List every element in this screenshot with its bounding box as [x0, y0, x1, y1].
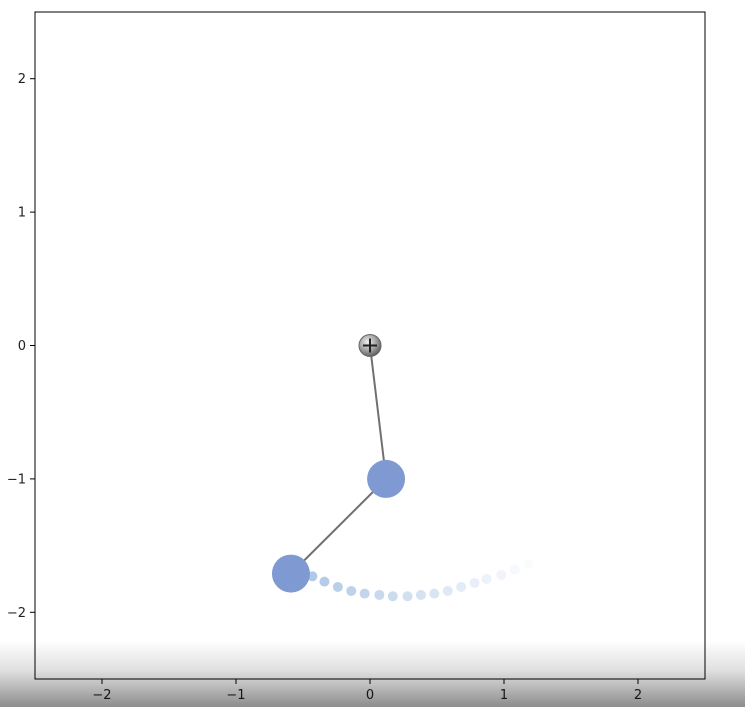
- trail: [307, 559, 534, 602]
- y-tick-label: 0: [18, 339, 26, 354]
- pivot-icon: [358, 334, 382, 357]
- trail-point: [346, 585, 357, 596]
- y-tick-label: −2: [7, 606, 26, 621]
- trail-point: [387, 591, 398, 602]
- trail-point: [469, 577, 480, 588]
- x-tick-label: 1: [500, 688, 508, 703]
- trail-point: [481, 573, 492, 584]
- trail-point: [509, 564, 520, 575]
- y-tick-label: −1: [7, 472, 26, 487]
- x-tick-label: −1: [226, 688, 245, 703]
- rod-upper: [369, 345, 388, 480]
- trail-point: [496, 569, 507, 580]
- bob-upper: [367, 459, 406, 498]
- trail-point: [456, 581, 467, 592]
- rod-lower: [290, 478, 387, 575]
- y-tick-label: 2: [18, 72, 26, 87]
- trail-point: [415, 589, 426, 600]
- bob-lower: [271, 554, 310, 593]
- y-tick-label: 1: [18, 206, 26, 221]
- trail-point: [332, 581, 343, 592]
- trail-point: [442, 585, 453, 596]
- trail-point: [319, 576, 330, 587]
- x-axis-ticks: −2 −1 0 1 2: [92, 679, 642, 703]
- y-axis-ticks: 2 1 0 −1 −2: [7, 72, 35, 621]
- x-tick-label: 0: [366, 688, 374, 703]
- x-tick-label: −2: [92, 688, 111, 703]
- trail-point: [374, 589, 385, 600]
- trail-point: [523, 559, 534, 570]
- trail-point: [402, 591, 413, 602]
- x-tick-label: 2: [634, 688, 642, 703]
- trail-point: [429, 588, 440, 599]
- trail-point: [359, 588, 370, 599]
